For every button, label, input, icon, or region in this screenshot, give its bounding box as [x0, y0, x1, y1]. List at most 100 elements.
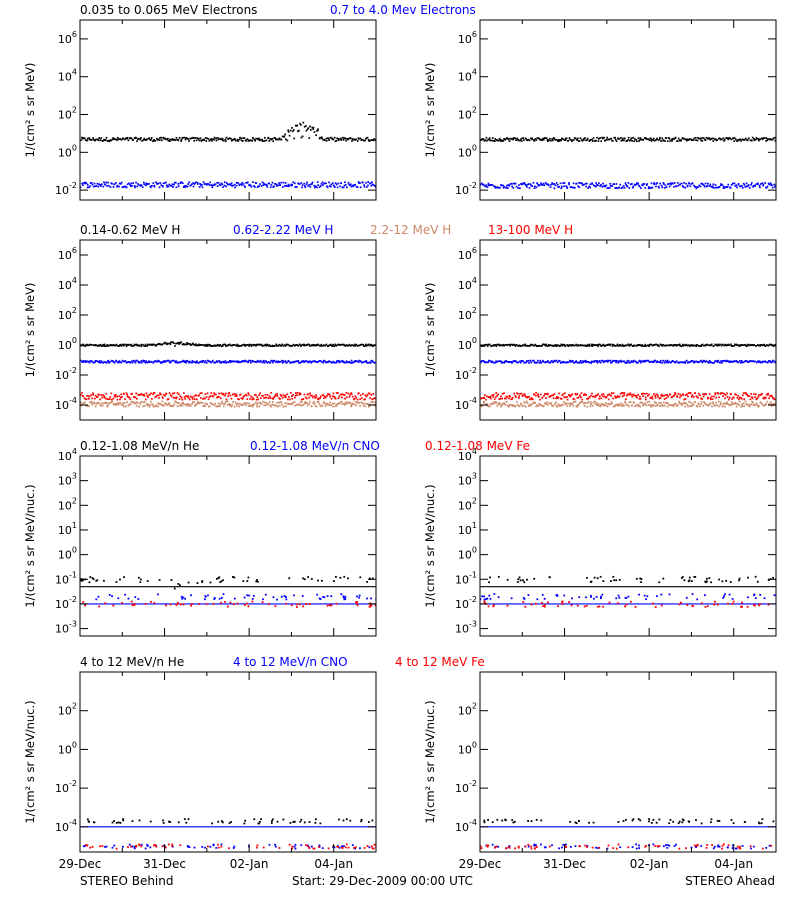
data-point	[683, 137, 685, 140]
data-point	[583, 344, 586, 347]
data-point	[616, 602, 619, 605]
data-point	[702, 404, 705, 407]
data-point	[737, 183, 740, 186]
data-point	[592, 137, 595, 139]
data-point	[125, 405, 127, 408]
data-point	[526, 183, 529, 186]
data-point	[486, 845, 489, 848]
data-point	[651, 360, 654, 363]
data-point	[501, 344, 503, 347]
data-point	[638, 847, 641, 850]
data-point	[372, 393, 375, 395]
data-point	[302, 359, 305, 362]
data-point	[116, 395, 119, 398]
data-point	[708, 344, 711, 347]
data-point	[85, 182, 88, 185]
data-point	[766, 139, 769, 142]
data-point	[592, 343, 595, 346]
data-point	[165, 181, 167, 184]
data-point	[554, 360, 557, 363]
data-point	[503, 137, 505, 140]
data-point	[187, 818, 190, 821]
data-point	[548, 576, 551, 579]
data-point	[718, 845, 721, 848]
data-point	[561, 360, 564, 363]
data-point	[672, 344, 675, 346]
data-point	[299, 362, 301, 364]
data-point	[279, 184, 282, 186]
data-point	[683, 579, 686, 582]
data-point	[705, 581, 708, 584]
data-point	[334, 343, 337, 346]
data-point	[130, 344, 133, 347]
data-point	[166, 398, 169, 401]
data-point	[483, 139, 486, 142]
data-point	[249, 404, 252, 407]
data-point	[633, 359, 635, 362]
data-point	[255, 344, 257, 347]
data-point	[723, 138, 726, 141]
data-point	[595, 182, 597, 184]
data-point	[352, 185, 355, 188]
data-point	[543, 597, 546, 600]
data-point	[354, 343, 356, 346]
data-point	[263, 401, 266, 404]
data-point	[769, 360, 772, 362]
data-point	[358, 594, 361, 597]
data-point	[176, 405, 179, 407]
data-point	[749, 139, 752, 142]
data-point	[541, 139, 543, 142]
data-point	[536, 182, 538, 185]
data-point	[671, 139, 673, 142]
data-point	[762, 404, 765, 407]
data-point	[365, 186, 368, 188]
data-point	[260, 185, 263, 187]
data-point	[348, 343, 351, 346]
data-point	[357, 392, 360, 395]
data-point	[738, 185, 741, 188]
data-point	[550, 183, 552, 186]
data-point	[306, 360, 309, 363]
data-point	[150, 392, 152, 395]
data-point	[216, 344, 218, 347]
data-point	[505, 397, 507, 400]
data-point	[205, 140, 208, 142]
data-point	[680, 404, 683, 406]
data-point	[628, 401, 631, 404]
data-point	[663, 183, 665, 185]
data-point	[755, 402, 758, 405]
data-point	[724, 405, 726, 408]
data-point	[308, 343, 310, 346]
data-point	[251, 360, 254, 363]
data-point	[497, 360, 499, 363]
data-point	[754, 360, 756, 363]
data-point	[617, 344, 620, 347]
data-point	[728, 396, 731, 399]
data-point	[686, 184, 689, 187]
data-point	[525, 405, 527, 408]
data-point	[522, 360, 525, 363]
data-point	[590, 362, 593, 364]
data-point	[320, 183, 323, 185]
data-point	[96, 395, 99, 398]
data-point	[643, 183, 646, 185]
data-point	[104, 402, 106, 405]
data-point	[602, 404, 605, 407]
data-point	[192, 182, 194, 184]
data-point	[549, 361, 552, 364]
data-point	[102, 185, 105, 188]
data-point	[133, 185, 136, 187]
data-point	[713, 395, 715, 398]
data-point	[133, 360, 136, 363]
legend-entry: 0.035 to 0.065 MeV Electrons	[80, 3, 257, 17]
data-point	[131, 184, 134, 187]
data-point	[505, 187, 507, 189]
data-point	[495, 345, 498, 347]
data-point	[721, 392, 724, 394]
data-point	[502, 361, 505, 364]
data-point	[204, 360, 207, 362]
data-point	[572, 404, 575, 407]
data-point	[503, 402, 506, 405]
data-point	[603, 345, 606, 348]
data-point	[543, 605, 546, 608]
